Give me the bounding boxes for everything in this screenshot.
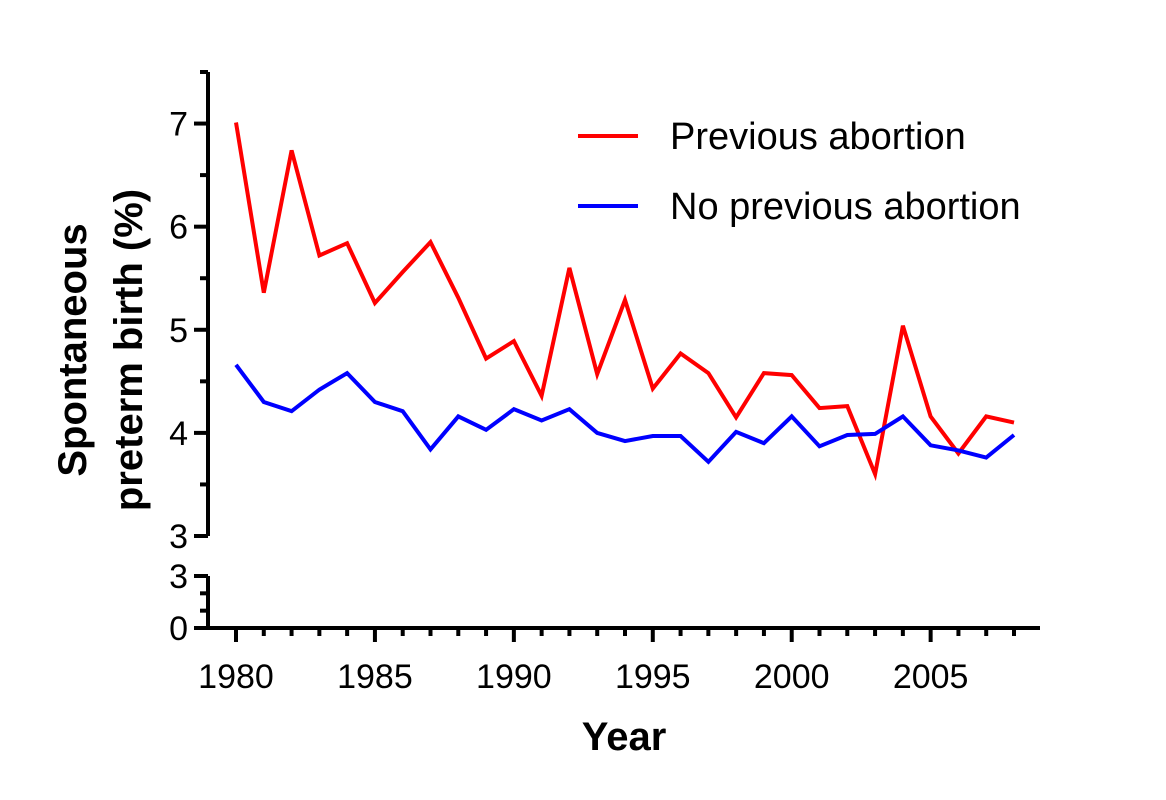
x-tick-label: 1980 [198,658,274,696]
y-tick-label-upper: 7 [169,106,188,144]
y-tick-label-upper: 5 [169,312,188,350]
y-tick-label-lower: 3 [169,558,188,596]
x-tick-label: 1990 [476,658,552,696]
axes: 3 4 5 6 7 0 3 1980 1985 1990 1995 2000 2005 [169,70,1040,696]
series-layer [234,122,1016,482]
legend: Previous abortion No previous abortion [578,116,1021,228]
series-line-2 [234,363,1016,465]
x-tick-label: 1985 [337,658,413,696]
y-tick-label-upper: 6 [169,209,188,247]
y-axis-title-line2: preterm birth (%) [107,189,151,511]
y-axis-title-line1: Spontaneous [51,223,95,476]
series-line-1 [234,122,1015,482]
x-tick-label: 2005 [893,658,969,696]
x-axis-title: Year [582,715,667,759]
legend-label-1: Previous abortion [670,116,966,158]
legend-label-2: No previous abortion [670,186,1021,228]
x-tick-label: 1995 [615,658,691,696]
x-tick-label: 2000 [754,658,830,696]
y-tick-label-upper: 4 [169,415,188,453]
y-tick-label-lower: 0 [169,610,188,648]
y-tick-label-upper: 3 [169,518,188,556]
